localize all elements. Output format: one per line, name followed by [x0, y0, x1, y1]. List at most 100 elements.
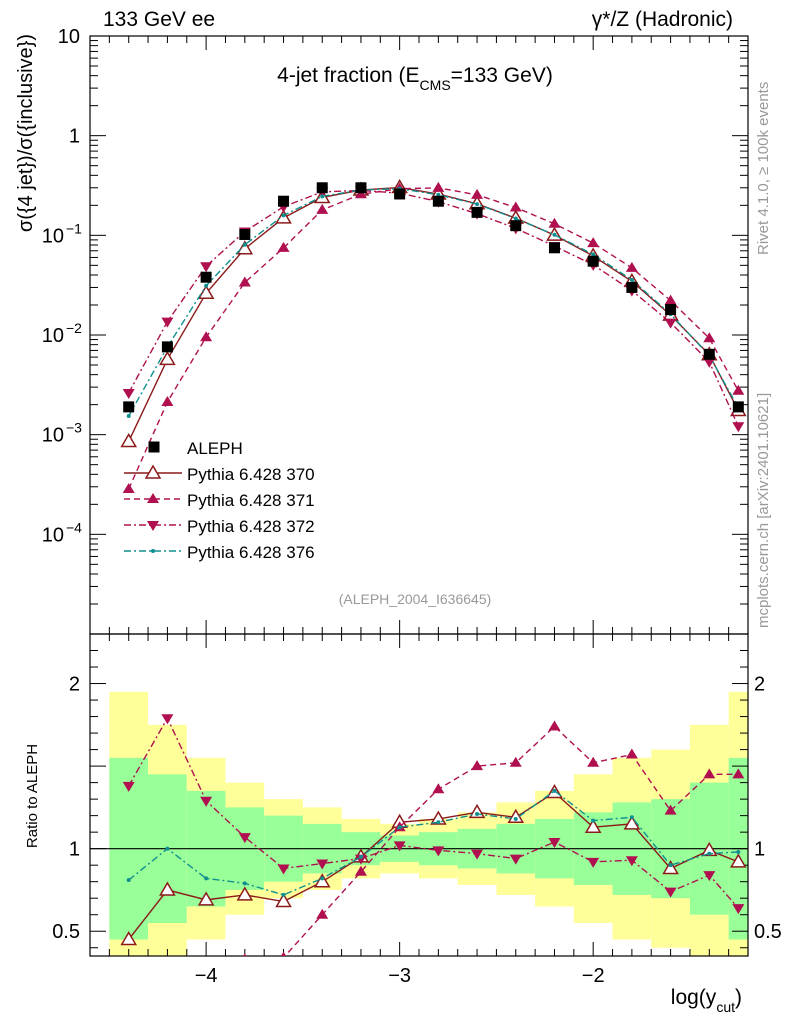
ratio-series-0-point-12 — [584, 818, 602, 833]
ratio-series-2-point-0 — [122, 781, 135, 792]
main-series-2-point-0 — [122, 388, 135, 399]
main-series-1-point-1 — [161, 395, 174, 406]
main-series-2-point-16 — [732, 422, 745, 433]
main-series-0-point-0 — [120, 432, 138, 448]
data-point-14 — [665, 304, 677, 316]
main-series-1-point-16 — [732, 384, 745, 395]
rivet-version-label: Rivet 4.1.0, ≥ 100k events — [755, 82, 772, 255]
main-series-3-point-10 — [513, 216, 518, 221]
analysis-id-label: (ALEPH_2004_I636645) — [339, 591, 492, 607]
ratio-series-1-point-5 — [316, 908, 329, 919]
ratio-series-1-point-11 — [548, 720, 561, 731]
ratio-series-3-point-7 — [397, 825, 402, 830]
ratio-series-2-point-5 — [316, 859, 329, 870]
ratio-series-3 — [126, 788, 741, 897]
main-series-1-point-3 — [238, 276, 251, 287]
x-tick-label-2: −2 — [582, 965, 605, 987]
ratio-series-2-point-14 — [664, 887, 677, 898]
ratio-y-axis-label: Ratio to ALEPH — [24, 744, 41, 848]
mcplots-label: mcplots.cern.ch [arXiv:2401.10621] — [755, 393, 772, 628]
main-series-3-point-3 — [242, 242, 247, 247]
data-point-9 — [471, 206, 483, 218]
ratio-series-3-point-11 — [552, 788, 557, 793]
ratio-series-0-point-13 — [623, 815, 641, 830]
y-tick-label-2: 10 — [42, 225, 64, 247]
ratio-series-3-point-4 — [281, 892, 286, 897]
ratio-series-2-point-12 — [587, 857, 600, 868]
ratio-series-1-point-13 — [625, 748, 638, 759]
data-point-12 — [587, 255, 599, 267]
ratio-series-3-point-10 — [513, 816, 518, 821]
ratio-series-2-point-3 — [238, 833, 251, 844]
y-axis-label: σ({4 jet})/σ({inclusive}) — [15, 34, 37, 232]
main-series-line-0 — [128, 186, 739, 442]
ratio-series-3-point-13 — [629, 815, 634, 820]
main-data-points — [123, 182, 744, 413]
main-series-group — [120, 179, 747, 494]
x-axis-label-main: log(y — [671, 986, 717, 1009]
ratio-series-2-point-10 — [509, 854, 522, 865]
main-series-1-point-10 — [509, 201, 522, 212]
ratio-series-2-point-16 — [732, 904, 745, 915]
y-tick-label-3: 10 — [42, 325, 64, 347]
main-series-1-point-14 — [664, 294, 677, 305]
main-series-2 — [122, 186, 745, 433]
ratio-series-1-point-12 — [587, 756, 600, 767]
data-point-8 — [432, 195, 444, 207]
main-series-3-point-2 — [204, 283, 209, 288]
ratio-series-1-point-15 — [703, 768, 716, 779]
y-tick-exp-3: −2 — [66, 320, 82, 336]
legend-marker-0 — [144, 464, 162, 479]
legend-entry-3: Pythia 6.428 376 — [124, 543, 315, 562]
ratio-series-3-point-8 — [436, 820, 441, 825]
data-point-13 — [626, 281, 638, 293]
ratio-series-3-point-6 — [358, 854, 363, 859]
header-right-label: γ*/Z (Hadronic) — [592, 8, 733, 31]
ratio-series-3-point-14 — [668, 863, 673, 868]
legend-label-2: Pythia 6.428 372 — [187, 517, 315, 536]
main-series-1 — [122, 181, 745, 494]
ratio-series-3-point-5 — [320, 876, 325, 881]
header-left-label: 133 GeV ee — [103, 8, 215, 31]
ratio-series-3-point-15 — [707, 851, 712, 856]
legend-label-0: Pythia 6.428 370 — [187, 465, 315, 484]
ratio-series-2-point-8 — [432, 846, 445, 857]
ratio-series-1-point-16 — [732, 768, 745, 779]
ratio-series-0-point-14 — [662, 859, 679, 875]
ratio-series-0-point-1 — [159, 881, 176, 896]
main-series-3-point-0 — [126, 414, 131, 419]
main-series-1-point-8 — [432, 181, 445, 192]
y-tick-exp-2: −1 — [66, 220, 82, 236]
plot-title-main: 4-jet fraction (E — [277, 64, 419, 87]
y-tick-exp-5: −4 — [66, 519, 82, 535]
data-point-2 — [200, 271, 212, 283]
data-point-10 — [510, 220, 522, 232]
main-series-3 — [126, 186, 741, 419]
ratio-series-0-point-5 — [313, 873, 331, 888]
ratio-series-0-point-16 — [730, 853, 747, 868]
y-tick-exp-4: −3 — [66, 420, 82, 436]
x-tick-label-1: −3 — [388, 965, 411, 987]
data-point-5 — [316, 182, 328, 194]
data-point-6 — [355, 182, 367, 194]
ratio-series-2-point-2 — [200, 796, 213, 807]
main-series-1-point-15 — [703, 332, 716, 343]
main-series-1-point-4 — [277, 241, 290, 252]
plot-title-sub: CMS — [420, 77, 451, 93]
ratio-series-2-point-1 — [161, 714, 174, 725]
main-series-3-point-11 — [552, 232, 557, 237]
ratio-series-3-point-12 — [591, 818, 596, 823]
data-point-0 — [123, 401, 135, 413]
ratio-series-3-point-9 — [475, 811, 480, 816]
main-series-3-point-12 — [591, 252, 596, 257]
main-series-1-point-5 — [316, 203, 329, 214]
legend-marker-1 — [147, 493, 159, 503]
main-series-1-point-9 — [471, 188, 484, 199]
main-series-0-point-2 — [197, 284, 215, 300]
main-series-line-3 — [128, 187, 739, 417]
ratio-series-3-point-1 — [165, 846, 170, 851]
data-point-1 — [161, 341, 173, 353]
ratio-tick-label-left-2: 2 — [69, 674, 80, 696]
main-series-3-point-5 — [320, 194, 325, 199]
ratio-plot-frame: −4 −3 −2 0.5 0.5 1 1 2 2 — [52, 633, 782, 987]
